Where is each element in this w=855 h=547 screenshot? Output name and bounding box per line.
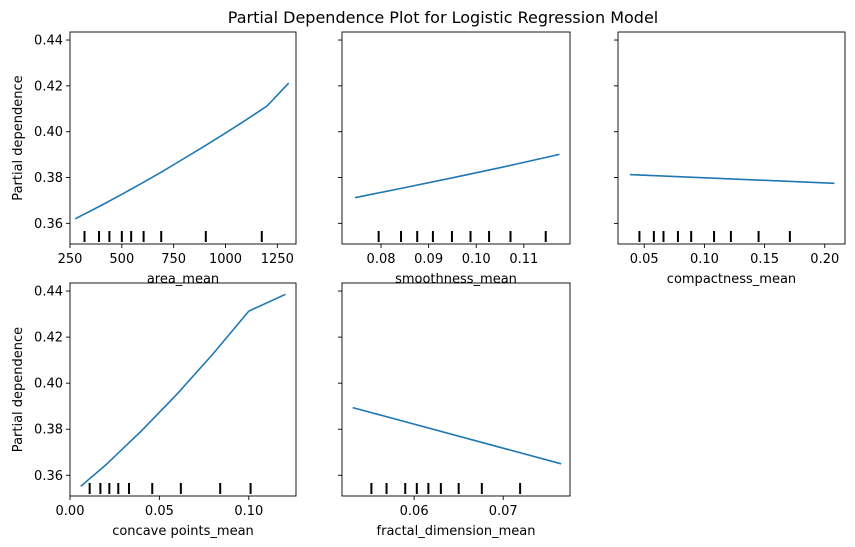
- subplot-2: 0.08 0.09 0.10 0.11 smoothness_mean: [338, 31, 571, 287]
- y-tick-label: 0.44: [34, 285, 63, 300]
- y-axis-label: Partial dependence: [11, 327, 26, 452]
- subplot-grid: 250 500 750 1000 1250 0.36 0.38 0.40 0.42 0.44 are…: [11, 31, 846, 539]
- x-tick-label: 750: [161, 252, 186, 267]
- x-axis-label: fractal_dimension_mean: [377, 524, 536, 539]
- x-tick-label: 0.10: [690, 252, 719, 267]
- pd-line: [629, 173, 835, 185]
- subplot-3: 0.05 0.10 0.15 0.20 compactness_mean: [614, 31, 846, 287]
- x-tick-label: 500: [109, 252, 134, 267]
- x-tick-label: 0.11: [509, 252, 538, 267]
- x-tick-label: 0.10: [462, 252, 491, 267]
- x-tick-label: 0.09: [414, 252, 443, 267]
- x-tick-label: 0.00: [56, 504, 85, 519]
- x-axis-label: area_mean: [147, 272, 219, 287]
- y-tick-label: 0.44: [34, 34, 63, 49]
- x-tick-label: 0.05: [145, 504, 174, 519]
- x-axis-label: smoothness_mean: [395, 272, 517, 287]
- y-tick-label: 0.38: [34, 423, 63, 438]
- y-axis-label: Partial dependence: [11, 75, 26, 200]
- y-tick-label: 0.42: [34, 79, 63, 94]
- y-tick-label: 0.36: [34, 217, 63, 232]
- x-axis-label: concave points_mean: [112, 524, 254, 539]
- y-tick-label: 0.40: [34, 377, 63, 392]
- subplot-1: 250 500 750 1000 1250 0.36 0.38 0.40 0.42 0.44 are…: [11, 31, 297, 287]
- x-tick-label: 0.07: [489, 504, 518, 519]
- x-tick-label: 0.15: [750, 252, 779, 267]
- x-tick-label: 1000: [209, 252, 242, 267]
- x-tick-label: 0.20: [810, 252, 839, 267]
- axes-frame: [341, 31, 571, 245]
- axes-frame: [617, 31, 846, 245]
- pd-line: [80, 293, 286, 487]
- figure-title: Partial Dependence Plot for Logistic Reg…: [228, 8, 658, 27]
- y-tick-label: 0.42: [34, 331, 63, 346]
- x-tick-label: 0.05: [630, 252, 659, 267]
- x-tick-label: 0.10: [234, 504, 263, 519]
- y-tick-label: 0.38: [34, 171, 63, 186]
- subplot-5: 0.06 0.07 fractal_dimension_mean: [338, 282, 571, 539]
- x-axis-label: compactness_mean: [667, 272, 796, 287]
- pd-line: [352, 406, 562, 465]
- axes-frame: [69, 282, 297, 497]
- pd-line: [354, 153, 560, 199]
- x-tick-label: 0.06: [400, 504, 429, 519]
- y-tick-label: 0.40: [34, 125, 63, 140]
- axes-frame: [69, 31, 297, 245]
- x-tick-label: 0.08: [367, 252, 396, 267]
- y-tick-label: 0.36: [34, 469, 63, 484]
- x-tick-label: 250: [58, 252, 83, 267]
- subplot-4: 0.00 0.05 0.10 0.36 0.38 0.40 0.42 0.44 concave …: [11, 282, 297, 539]
- axes-frame: [341, 282, 571, 497]
- x-tick-label: 1250: [261, 252, 294, 267]
- pd-line: [74, 82, 290, 220]
